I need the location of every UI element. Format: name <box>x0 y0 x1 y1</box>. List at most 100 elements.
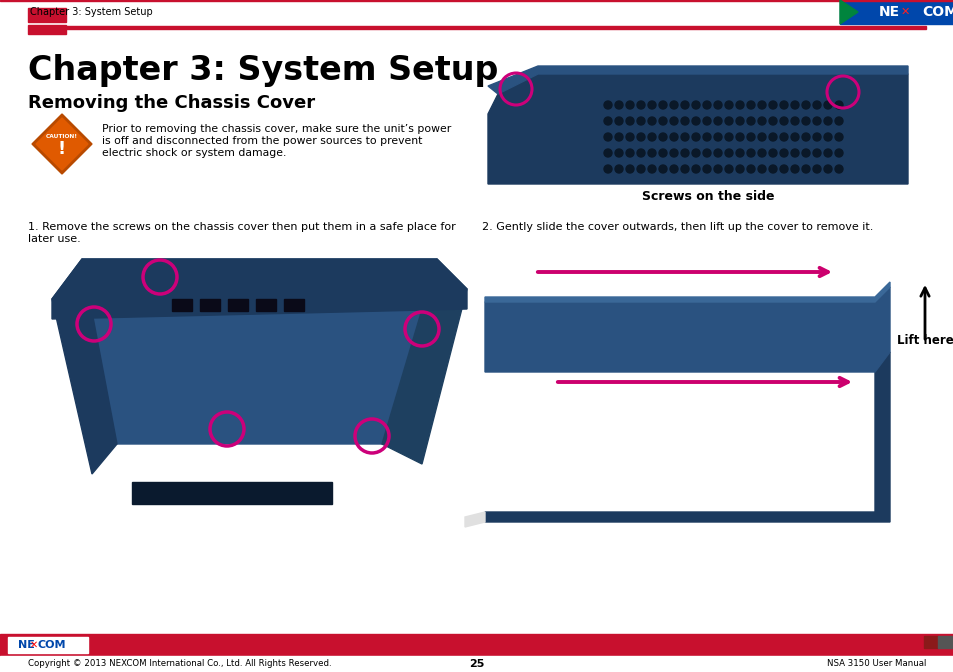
Polygon shape <box>381 259 467 464</box>
Circle shape <box>768 101 776 109</box>
Circle shape <box>691 165 700 173</box>
Circle shape <box>713 101 721 109</box>
Circle shape <box>637 117 644 125</box>
Circle shape <box>812 165 821 173</box>
Circle shape <box>625 165 634 173</box>
Text: NE: NE <box>878 5 899 19</box>
Circle shape <box>691 101 700 109</box>
Circle shape <box>603 117 612 125</box>
Bar <box>0 0 953 1</box>
Text: is off and disconnected from the power sources to prevent: is off and disconnected from the power s… <box>102 136 422 146</box>
Circle shape <box>823 117 831 125</box>
Polygon shape <box>52 259 467 319</box>
Bar <box>66 26 925 29</box>
Bar <box>200 299 220 311</box>
Polygon shape <box>52 259 117 474</box>
Bar <box>255 299 275 311</box>
Circle shape <box>680 165 688 173</box>
Circle shape <box>647 101 656 109</box>
Bar <box>0 656 953 672</box>
Polygon shape <box>488 74 907 184</box>
Circle shape <box>647 133 656 141</box>
Circle shape <box>768 133 776 141</box>
Polygon shape <box>484 352 889 522</box>
Circle shape <box>758 165 765 173</box>
Bar <box>28 25 66 34</box>
Circle shape <box>603 133 612 141</box>
Circle shape <box>659 117 666 125</box>
Circle shape <box>834 133 842 141</box>
Circle shape <box>724 117 732 125</box>
Circle shape <box>724 149 732 157</box>
Text: electric shock or system damage.: electric shock or system damage. <box>102 148 286 158</box>
Polygon shape <box>488 66 907 94</box>
Text: NE: NE <box>18 640 35 650</box>
Bar <box>937 636 951 648</box>
Bar <box>28 8 66 22</box>
Text: Removing the Chassis Cover: Removing the Chassis Cover <box>28 94 314 112</box>
Polygon shape <box>464 512 484 527</box>
Text: 1. Remove the screws on the chassis cover then put them in a safe place for: 1. Remove the screws on the chassis cove… <box>28 222 456 232</box>
Circle shape <box>680 133 688 141</box>
Circle shape <box>625 117 634 125</box>
Bar <box>228 299 248 311</box>
Circle shape <box>758 149 765 157</box>
Circle shape <box>823 101 831 109</box>
Circle shape <box>691 117 700 125</box>
Text: !: ! <box>58 140 66 158</box>
Circle shape <box>647 117 656 125</box>
Circle shape <box>625 149 634 157</box>
Circle shape <box>790 133 799 141</box>
Circle shape <box>790 101 799 109</box>
Circle shape <box>812 133 821 141</box>
Polygon shape <box>32 114 91 174</box>
Circle shape <box>615 149 622 157</box>
Circle shape <box>702 149 710 157</box>
Circle shape <box>801 165 809 173</box>
Text: later use.: later use. <box>28 234 81 244</box>
Circle shape <box>603 101 612 109</box>
Circle shape <box>625 101 634 109</box>
Circle shape <box>790 165 799 173</box>
Circle shape <box>801 101 809 109</box>
Circle shape <box>746 101 754 109</box>
Circle shape <box>735 133 743 141</box>
Circle shape <box>615 117 622 125</box>
Circle shape <box>669 133 678 141</box>
Circle shape <box>735 165 743 173</box>
Circle shape <box>724 165 732 173</box>
Circle shape <box>659 133 666 141</box>
Text: Screws on the side: Screws on the side <box>641 190 774 203</box>
Circle shape <box>702 165 710 173</box>
Circle shape <box>713 149 721 157</box>
Circle shape <box>724 133 732 141</box>
Text: COM: COM <box>38 640 67 650</box>
Circle shape <box>790 149 799 157</box>
Circle shape <box>812 101 821 109</box>
Circle shape <box>735 149 743 157</box>
Circle shape <box>713 165 721 173</box>
Circle shape <box>768 165 776 173</box>
Circle shape <box>780 133 787 141</box>
Bar <box>923 636 937 648</box>
Text: Copyright © 2013 NEXCOM International Co., Ltd. All Rights Reserved.: Copyright © 2013 NEXCOM International Co… <box>28 659 332 669</box>
Circle shape <box>812 117 821 125</box>
Circle shape <box>680 149 688 157</box>
Bar <box>284 299 304 311</box>
Circle shape <box>647 149 656 157</box>
Circle shape <box>812 149 821 157</box>
Circle shape <box>758 133 765 141</box>
Circle shape <box>834 149 842 157</box>
Text: Lift here: Lift here <box>896 334 952 347</box>
Text: Chapter 3: System Setup: Chapter 3: System Setup <box>30 7 152 17</box>
Circle shape <box>823 133 831 141</box>
Polygon shape <box>484 287 889 372</box>
Bar <box>840 0 953 24</box>
Bar <box>0 634 953 672</box>
Circle shape <box>637 133 644 141</box>
Circle shape <box>790 117 799 125</box>
Circle shape <box>780 117 787 125</box>
Circle shape <box>768 117 776 125</box>
Text: Prior to removing the chassis cover, make sure the unit’s power: Prior to removing the chassis cover, mak… <box>102 124 451 134</box>
Circle shape <box>659 149 666 157</box>
